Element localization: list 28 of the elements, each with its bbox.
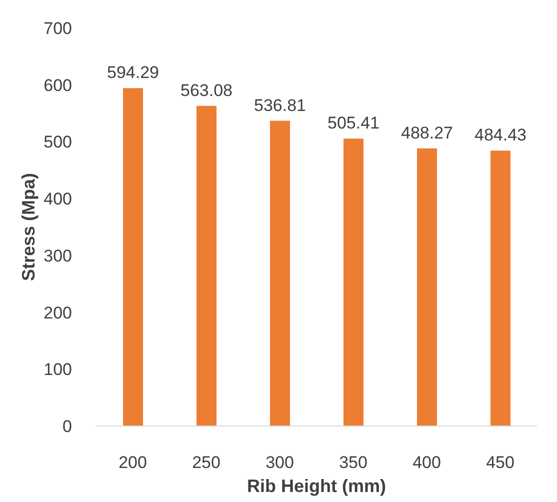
- y-tick-label: 300: [44, 246, 72, 266]
- y-tick-label: 200: [44, 303, 72, 322]
- data-label: 488.27: [401, 123, 453, 142]
- data-label: 536.81: [254, 96, 306, 115]
- x-tick-label: 200: [118, 453, 147, 472]
- y-tick-label: 700: [44, 19, 72, 38]
- data-label: 484.43: [474, 126, 526, 145]
- x-tick-label: 450: [486, 453, 514, 472]
- x-tick-label: 400: [412, 453, 441, 472]
- y-axis-title: Stress (Mpa): [18, 172, 38, 282]
- x-tick-label: 300: [266, 453, 294, 472]
- x-tick-label: 250: [192, 453, 220, 472]
- bar: [196, 106, 216, 426]
- data-label: 594.29: [107, 63, 159, 82]
- bar: [270, 120, 290, 426]
- x-axis-title: Rib Height (mm): [247, 476, 386, 496]
- bar: [344, 138, 364, 426]
- y-tick-label: 400: [44, 190, 72, 209]
- y-tick-label: 0: [62, 417, 72, 436]
- x-tick-label: 350: [339, 453, 368, 472]
- y-tick-label: 600: [44, 76, 72, 95]
- data-label: 505.41: [328, 114, 380, 133]
- y-tick-label: 500: [44, 132, 72, 152]
- data-label: 563.08: [180, 80, 232, 100]
- bar: [417, 148, 437, 426]
- bar: [123, 88, 143, 426]
- y-tick-label: 100: [44, 360, 72, 380]
- bar: [490, 150, 510, 426]
